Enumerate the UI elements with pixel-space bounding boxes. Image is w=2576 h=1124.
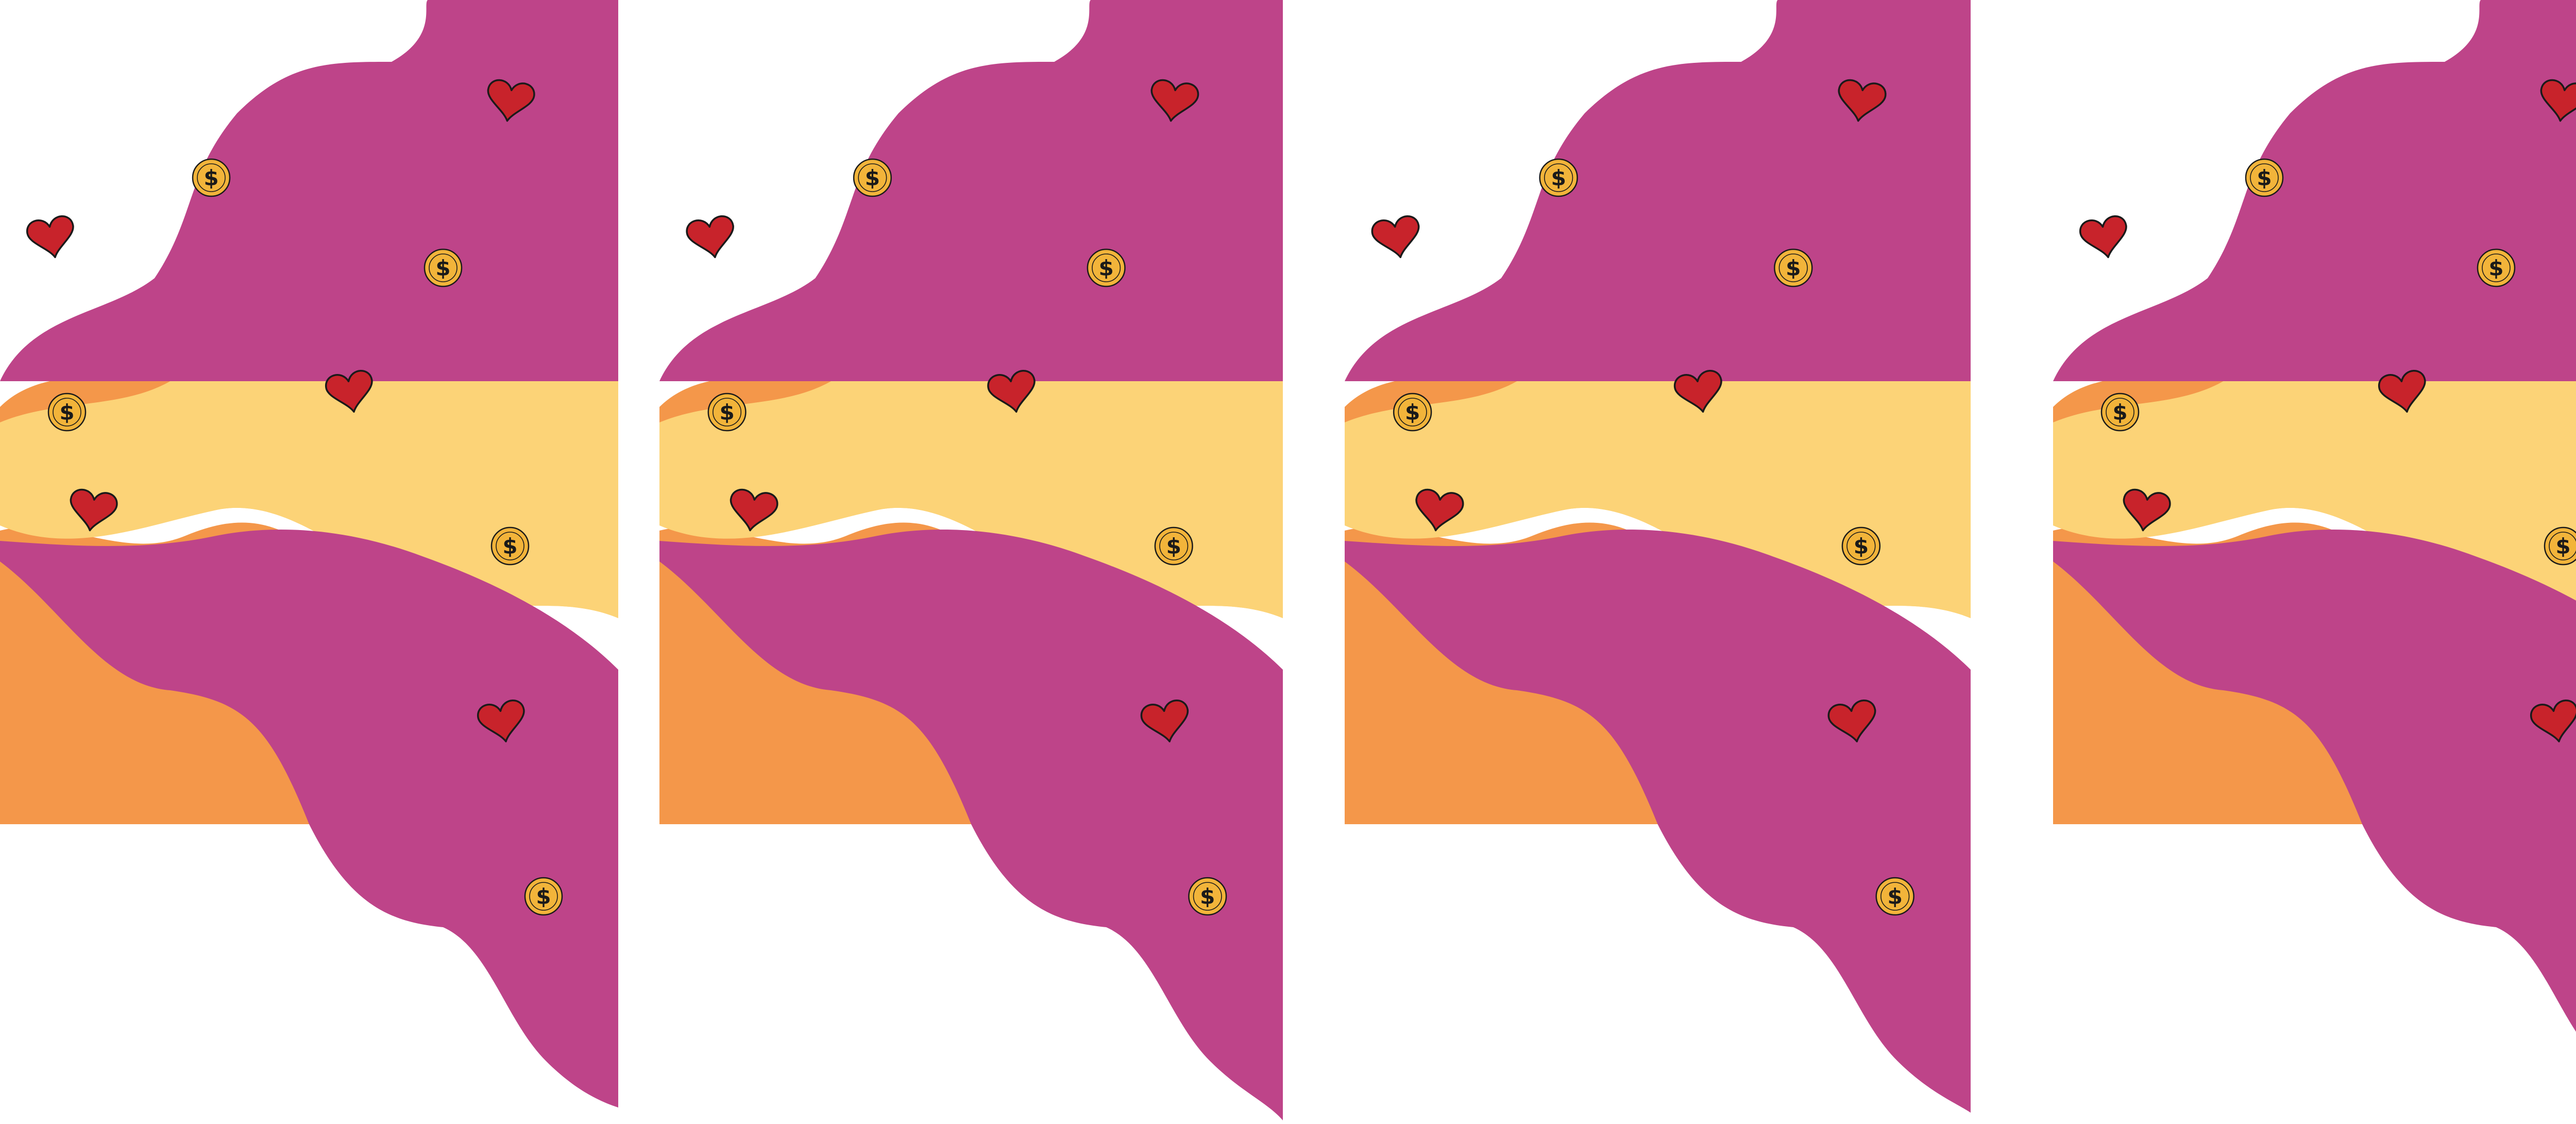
magenta-upper-band (0, 0, 618, 381)
dollar-coin-icon: $ (2100, 393, 2140, 432)
magenta-upper-band (2053, 0, 2576, 381)
coin-symbol: $ (59, 400, 74, 425)
coin-symbol: $ (2488, 256, 2503, 281)
magenta-upper-band (1345, 0, 1971, 381)
magenta-lower-band (2053, 530, 2576, 1032)
heart-icon (70, 488, 118, 532)
dollar-coin-icon: $ (1875, 877, 1914, 916)
heart-icon (1150, 79, 1199, 122)
dollar-coin-icon: $ (1087, 248, 1126, 287)
dollar-coin-icon: $ (1841, 526, 1881, 566)
coin-symbol: $ (204, 165, 218, 191)
heart-icon (686, 215, 734, 259)
magenta-lower-band (0, 530, 618, 1108)
heart-icon (325, 369, 373, 413)
heart-icon (987, 369, 1036, 413)
heart-icon (1415, 488, 1464, 532)
dollar-coin-icon: $ (1154, 526, 1193, 566)
panel-1: $ $ $ $ $ (0, 0, 618, 1108)
coin-symbol: $ (1098, 256, 1113, 281)
coin-symbol: $ (1786, 256, 1801, 281)
coin-symbol: $ (1551, 165, 1566, 191)
magenta-lower-band (659, 530, 1283, 1120)
coin-symbol: $ (536, 884, 551, 909)
heart-icon (487, 79, 535, 122)
dollar-coin-icon: $ (2245, 158, 2284, 197)
dollar-coin-icon: $ (1188, 877, 1227, 916)
heart-icon (26, 215, 74, 259)
coin-symbol: $ (2555, 534, 2570, 559)
heart-icon (2530, 699, 2576, 743)
heart-icon (2378, 369, 2426, 413)
dollar-coin-icon: $ (853, 158, 892, 197)
coin-symbol: $ (502, 534, 517, 559)
dollar-coin-icon: $ (1539, 158, 1578, 197)
dollar-coin-icon: $ (47, 393, 87, 432)
heart-icon (1140, 699, 1189, 743)
panel-4: $$$$$ (2053, 0, 2576, 1032)
coin-symbol: $ (1854, 534, 1869, 559)
dollar-coin-icon: $ (423, 248, 463, 287)
coin-symbol: $ (719, 400, 734, 425)
coin-symbol: $ (2257, 165, 2272, 191)
coin-symbol: $ (2112, 400, 2127, 425)
dollar-coin-icon: $ (524, 877, 563, 916)
heart-icon (1673, 369, 1722, 413)
dollar-coin-icon: $ (192, 158, 231, 197)
dollar-coin-icon: $ (1774, 248, 1813, 287)
panel-3: $ $ $ $ $ (1345, 0, 1971, 1113)
dollar-coin-icon: $ (707, 393, 747, 432)
dollar-coin-icon: $ (2477, 248, 2516, 287)
coin-symbol: $ (1887, 884, 1903, 909)
heart-icon (2123, 488, 2171, 532)
coin-symbol: $ (865, 165, 880, 191)
coin-symbol: $ (1405, 400, 1420, 425)
magenta-upper-band (659, 0, 1283, 381)
heart-icon (1371, 215, 1420, 259)
dollar-coin-icon: $ (2544, 526, 2576, 566)
heart-icon (1827, 699, 1876, 743)
heart-icon (477, 699, 525, 743)
heart-icon (2079, 215, 2127, 259)
coin-symbol: $ (1166, 534, 1181, 559)
heart-icon (730, 488, 778, 532)
panel-2: $ $ $ $ $ (659, 0, 1283, 1120)
dollar-coin-icon: $ (490, 526, 530, 566)
coin-symbol: $ (435, 256, 450, 281)
coin-symbol: $ (1200, 884, 1215, 909)
heart-icon (2540, 79, 2576, 122)
magenta-lower-band (1345, 530, 1971, 1113)
heart-icon (1838, 79, 1887, 122)
dollar-coin-icon: $ (1393, 393, 1432, 432)
